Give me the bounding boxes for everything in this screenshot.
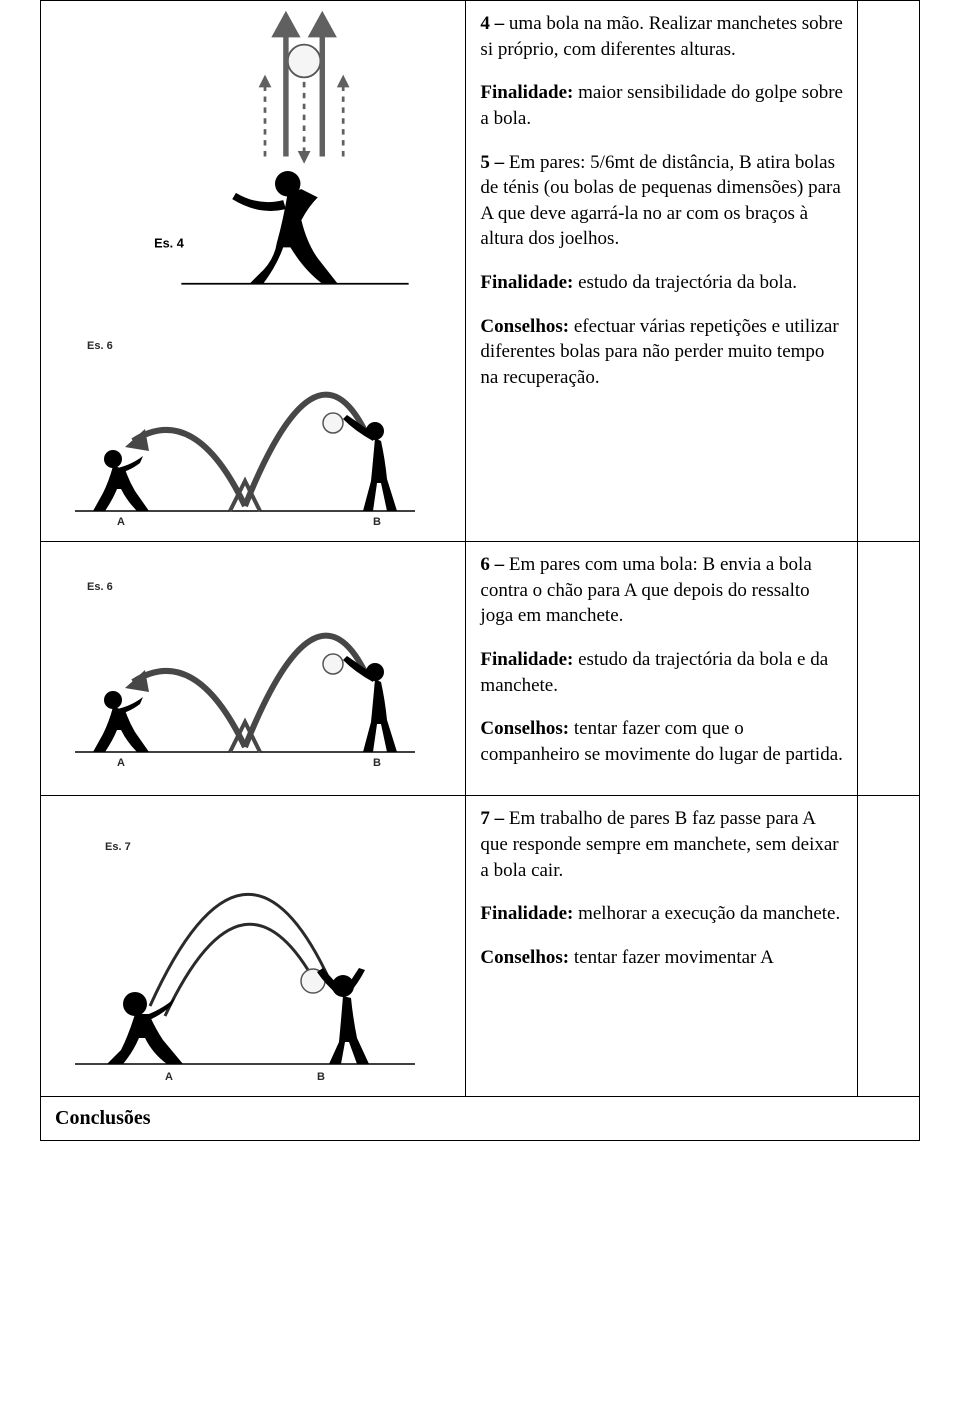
paragraph-lead: Conselhos: (480, 316, 569, 337)
paragraph: Conselhos: tentar fazer movimentar A (480, 945, 843, 971)
figure-cell: Es. 4 A B Es. 6 (41, 1, 466, 542)
figure-label: Es. 6 (87, 340, 113, 352)
paragraph: Finalidade: estudo da trajectória da bol… (480, 270, 843, 296)
paragraph: 7 – Em trabalho de pares B faz passe par… (480, 806, 843, 883)
label-b: B (373, 516, 381, 528)
paragraph-lead: Conselhos: (480, 718, 569, 739)
figure-label: Es. 6 (87, 581, 113, 593)
table-row: A B Es. 6 6 – Em pares com uma bola: B e… (41, 542, 920, 796)
table-row: Es. 4 A B Es. 6 4 – uma bola na mão. Rea… (41, 1, 920, 542)
paragraph-lead: Finalidade: (480, 82, 573, 103)
paragraph-body: Em trabalho de pares B faz passe para A … (480, 808, 838, 880)
label-b: B (317, 1071, 325, 1083)
paragraph-lead: Finalidade: (480, 903, 573, 924)
spacer-cell (858, 542, 920, 796)
paragraph-lead: 7 – (480, 808, 504, 829)
paragraph: 4 – uma bola na mão. Realizar manchetes … (480, 11, 843, 62)
figure-label: Es. 4 (154, 235, 184, 250)
paragraph-body: uma bola na mão. Realizar manchetes sobr… (480, 13, 842, 60)
text-cell: 6 – Em pares com uma bola: B envia a bol… (466, 542, 858, 796)
figure-cell: A B Es. 6 (41, 542, 466, 796)
figure-pair-bounce: A B Es. 6 (55, 311, 435, 531)
figure-pair-pass: A B Es. 7 (55, 806, 435, 1086)
label-a: A (117, 516, 125, 528)
paragraph-lead: 6 – (480, 554, 504, 575)
figure-single-arrows: Es. 4 (55, 11, 435, 311)
paragraph-body: tentar fazer movimentar A (569, 947, 774, 968)
paragraph-lead: Conselhos: (480, 947, 569, 968)
paragraph-body: Em pares: 5/6mt de distância, B atira bo… (480, 152, 840, 250)
paragraph-body: melhorar a execução da manchete. (573, 903, 840, 924)
paragraph-lead: 4 – (480, 13, 504, 34)
spacer-cell (858, 1, 920, 542)
table-row: A B Es. 7 7 – Em trabalho de pares B faz… (41, 796, 920, 1097)
paragraph: Finalidade: estudo da trajectória da bol… (480, 647, 843, 698)
label-b: B (373, 757, 381, 769)
figure-cell: A B Es. 7 (41, 796, 466, 1097)
conclusions-heading: Conclusões (41, 1097, 920, 1141)
conclusions-row: Conclusões (41, 1097, 920, 1141)
paragraph-body: estudo da trajectória da bola. (573, 272, 797, 293)
label-a: A (165, 1071, 173, 1083)
paragraph: Conselhos: efectuar várias repetições e … (480, 314, 843, 391)
spacer-cell (858, 796, 920, 1097)
paragraph: Finalidade: melhorar a execução da manch… (480, 901, 843, 927)
paragraph-lead: 5 – (480, 152, 504, 173)
paragraph: 6 – Em pares com uma bola: B envia a bol… (480, 552, 843, 629)
figure-label: Es. 7 (105, 841, 131, 853)
paragraph: 5 – Em pares: 5/6mt de distância, B atir… (480, 150, 843, 253)
text-cell: 7 – Em trabalho de pares B faz passe par… (466, 796, 858, 1097)
paragraph-lead: Finalidade: (480, 649, 573, 670)
paragraph: Finalidade: maior sensibilidade do golpe… (480, 80, 843, 131)
exercise-table: Es. 4 A B Es. 6 4 – uma bola na mão. Rea… (40, 0, 920, 1141)
paragraph: Conselhos: tentar fazer com que o compan… (480, 716, 843, 767)
figure-pair-bounce: A B Es. 6 (55, 552, 435, 772)
label-a: A (117, 757, 125, 769)
text-cell: 4 – uma bola na mão. Realizar manchetes … (466, 1, 858, 542)
paragraph-lead: Finalidade: (480, 272, 573, 293)
paragraph-body: Em pares com uma bola: B envia a bola co… (480, 554, 811, 626)
